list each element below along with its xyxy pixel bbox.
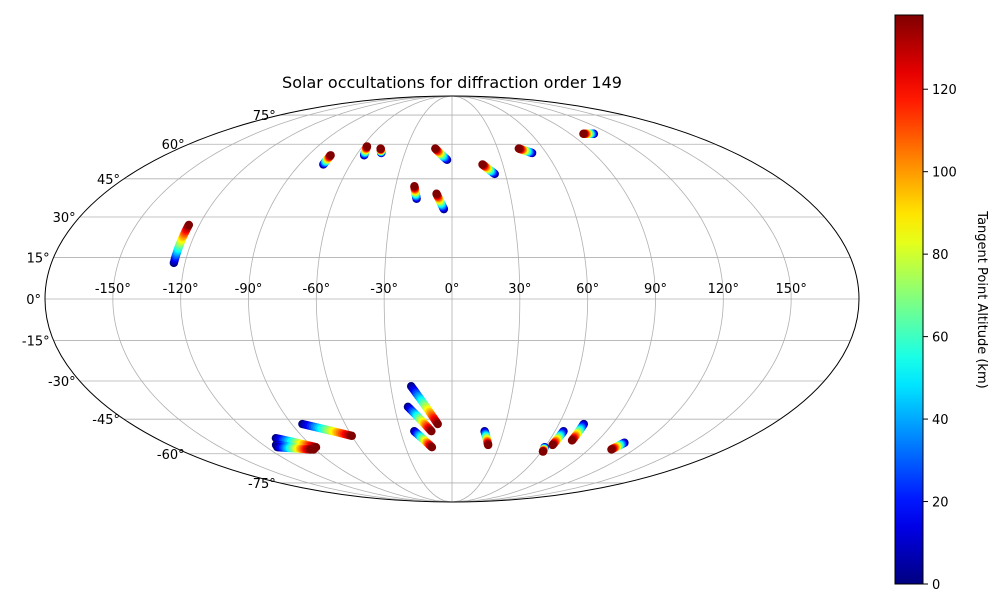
data-point xyxy=(427,426,436,436)
data-point xyxy=(579,129,588,138)
lat-tick-label: 60° xyxy=(162,138,185,153)
data-point xyxy=(548,440,557,450)
data-point xyxy=(431,144,440,153)
occultation-track xyxy=(359,142,372,160)
chart-title: Solar occultations for diffraction order… xyxy=(282,73,622,92)
lat-tick-label: 15° xyxy=(27,251,50,266)
colorbar-ticks: 0 20 40 60 80 100 120 xyxy=(923,83,957,593)
lon-tick-label: -60° xyxy=(302,282,330,297)
lat-tick-label: 0° xyxy=(26,293,41,308)
colorbar-tick-label: 80 xyxy=(932,248,949,263)
lat-tick-label: -45° xyxy=(92,413,120,428)
lat-tick-label: -60° xyxy=(157,448,185,463)
longitude-gridline xyxy=(451,96,521,502)
lon-tick-label: -150° xyxy=(95,282,131,297)
lon-tick-label: -120° xyxy=(163,282,199,297)
colorbar-tick-label: 120 xyxy=(932,83,957,98)
lon-tick-label: -30° xyxy=(370,282,398,297)
data-point xyxy=(306,445,315,454)
data-point xyxy=(376,144,385,153)
data-point xyxy=(362,142,372,151)
occultation-track xyxy=(319,151,335,169)
occultation-track xyxy=(548,426,568,450)
lon-tick-label: 90° xyxy=(644,282,667,297)
occultation-track xyxy=(607,438,629,454)
data-point xyxy=(483,440,493,450)
occultation-track xyxy=(431,144,452,165)
data-point xyxy=(410,182,419,191)
longitude-gridline xyxy=(383,96,453,502)
occultation-track xyxy=(403,402,436,436)
data-point xyxy=(326,151,335,160)
longitude-labels: -150° -120° -90° -60° -30° 0° 30° 60° 90° 120° 150… xyxy=(95,282,807,297)
colorbar-gradient xyxy=(894,14,924,585)
data-point xyxy=(567,436,577,445)
lon-tick-label: -90° xyxy=(235,282,263,297)
occultation-track xyxy=(406,382,442,429)
occultation-track xyxy=(514,144,537,158)
data-point xyxy=(347,431,356,441)
occultation-track xyxy=(410,182,421,204)
data-point xyxy=(538,447,548,456)
colorbar-label: Tangent Point Altitude (km) xyxy=(974,210,989,388)
lat-tick-label: -30° xyxy=(48,375,76,390)
occultation-track xyxy=(432,189,449,214)
colorbar-tick-label: 100 xyxy=(932,166,957,181)
occultation-track xyxy=(298,419,356,441)
longitude-gridline xyxy=(180,96,453,502)
latitude-labels: 75° 60° 45° 30° 15° 0° -15° -30° -45° -60° -75° xyxy=(22,109,276,492)
data-point xyxy=(607,445,616,454)
longitude-gridline xyxy=(112,96,453,502)
longitude-gridline xyxy=(248,96,453,502)
lon-tick-label: 30° xyxy=(508,282,531,297)
longitude-gridline xyxy=(451,96,656,502)
colorbar-tick-label: 60 xyxy=(932,331,949,346)
colorbar-tick-label: 0 xyxy=(932,578,940,593)
longitude-gridline xyxy=(451,96,724,502)
data-point xyxy=(184,220,194,230)
occultation-track xyxy=(169,220,194,268)
occultation-track xyxy=(579,129,599,138)
colorbar-tick-label: 40 xyxy=(932,413,949,428)
occultation-track xyxy=(538,443,549,456)
lon-tick-label: 150° xyxy=(776,282,807,297)
occultation-track xyxy=(376,144,386,158)
lon-tick-label: 60° xyxy=(576,282,599,297)
data-point xyxy=(478,160,487,169)
occultation-track xyxy=(567,419,589,445)
lat-tick-label: -75° xyxy=(248,477,276,492)
occultation-track xyxy=(480,426,493,450)
lat-tick-label: -15° xyxy=(22,335,50,350)
map-boundary xyxy=(44,95,860,503)
occultation-tracks xyxy=(169,129,629,456)
occultation-track xyxy=(410,426,437,452)
data-point xyxy=(433,419,442,429)
colorbar-tick-label: 20 xyxy=(932,496,949,511)
data-point xyxy=(514,144,524,153)
data-point xyxy=(427,443,437,452)
graticule xyxy=(45,96,859,502)
lon-tick-label: 120° xyxy=(708,282,739,297)
colorbar: 0 20 40 60 80 100 120 Tangent Point Altitude (… xyxy=(894,14,989,593)
lat-tick-label: 75° xyxy=(253,109,276,124)
occultation-track xyxy=(273,443,315,454)
occultation-track xyxy=(478,160,499,179)
lat-tick-label: 30° xyxy=(53,211,76,226)
lat-tick-label: 45° xyxy=(97,173,120,188)
data-point xyxy=(432,189,441,198)
lon-tick-label: 0° xyxy=(445,282,460,297)
longitude-gridline xyxy=(451,96,792,502)
